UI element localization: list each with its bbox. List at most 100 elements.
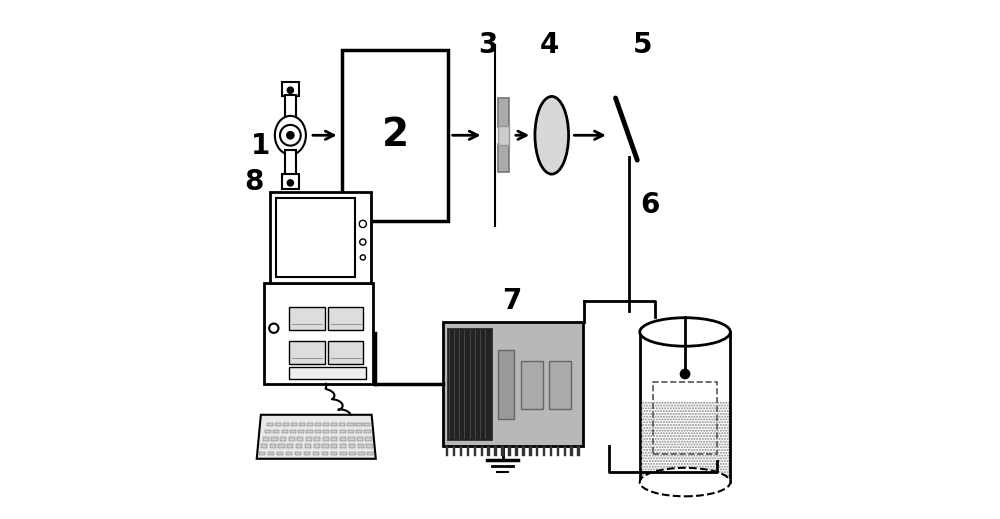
Bar: [356, 430, 362, 433]
Bar: [549, 361, 571, 408]
Bar: [446, 446, 448, 456]
Bar: [285, 95, 296, 121]
Bar: [358, 444, 364, 448]
Bar: [357, 437, 363, 441]
Text: 3: 3: [478, 31, 497, 59]
Bar: [307, 422, 313, 426]
Bar: [653, 381, 717, 454]
Bar: [358, 452, 365, 455]
Bar: [323, 430, 329, 433]
Bar: [474, 446, 476, 456]
Bar: [363, 422, 370, 426]
Bar: [286, 452, 292, 455]
Bar: [340, 430, 346, 433]
Text: 5: 5: [633, 31, 652, 59]
Bar: [275, 422, 281, 426]
Text: 8: 8: [244, 168, 264, 196]
Circle shape: [287, 87, 293, 93]
Bar: [323, 437, 329, 441]
Bar: [289, 437, 295, 441]
Bar: [304, 452, 310, 455]
Bar: [564, 446, 566, 456]
Bar: [323, 422, 329, 426]
Circle shape: [280, 125, 301, 146]
Bar: [365, 437, 372, 441]
Ellipse shape: [275, 116, 306, 155]
Bar: [364, 430, 371, 433]
Bar: [340, 452, 347, 455]
Bar: [289, 341, 325, 364]
Bar: [289, 307, 325, 331]
Bar: [322, 444, 329, 448]
Bar: [501, 446, 504, 456]
Bar: [273, 430, 279, 433]
Bar: [315, 430, 321, 433]
Bar: [314, 437, 320, 441]
Bar: [265, 430, 271, 433]
Bar: [271, 437, 278, 441]
Bar: [342, 50, 448, 221]
Bar: [355, 422, 362, 426]
Bar: [322, 452, 328, 455]
Bar: [460, 446, 462, 456]
Bar: [347, 422, 354, 426]
Bar: [305, 444, 311, 448]
Bar: [277, 452, 283, 455]
Bar: [641, 401, 729, 480]
Bar: [298, 430, 304, 433]
Bar: [282, 82, 299, 97]
Bar: [577, 446, 580, 456]
Bar: [570, 446, 573, 456]
Bar: [367, 452, 374, 455]
Bar: [640, 332, 730, 482]
Bar: [299, 422, 305, 426]
Bar: [289, 367, 366, 378]
Bar: [494, 446, 497, 456]
Bar: [263, 437, 269, 441]
Bar: [278, 444, 285, 448]
Bar: [306, 437, 312, 441]
Bar: [348, 437, 355, 441]
Bar: [314, 444, 320, 448]
Bar: [498, 350, 514, 418]
Bar: [296, 444, 302, 448]
Circle shape: [360, 255, 365, 260]
Text: 1: 1: [251, 132, 270, 160]
Bar: [306, 430, 313, 433]
Bar: [443, 322, 583, 446]
Ellipse shape: [535, 97, 569, 174]
Bar: [291, 422, 297, 426]
Bar: [349, 444, 355, 448]
Bar: [331, 422, 337, 426]
Bar: [543, 446, 545, 456]
Bar: [267, 422, 273, 426]
Bar: [447, 328, 492, 440]
Bar: [498, 144, 509, 172]
Bar: [340, 444, 346, 448]
Bar: [522, 446, 525, 456]
Bar: [331, 452, 337, 455]
Bar: [348, 430, 354, 433]
Bar: [481, 446, 483, 456]
Bar: [295, 452, 301, 455]
Bar: [331, 437, 337, 441]
Circle shape: [287, 132, 294, 139]
Bar: [467, 446, 469, 456]
Bar: [276, 198, 355, 277]
Bar: [487, 446, 490, 456]
Bar: [259, 452, 265, 455]
Bar: [349, 452, 356, 455]
Bar: [287, 444, 293, 448]
Circle shape: [360, 239, 366, 245]
Bar: [328, 341, 363, 364]
Circle shape: [269, 323, 278, 333]
Bar: [283, 422, 289, 426]
Bar: [366, 444, 373, 448]
Bar: [498, 98, 509, 127]
Bar: [290, 430, 296, 433]
Bar: [282, 174, 299, 188]
Bar: [285, 150, 296, 175]
Bar: [328, 307, 363, 331]
Circle shape: [680, 370, 690, 379]
Bar: [453, 446, 455, 456]
